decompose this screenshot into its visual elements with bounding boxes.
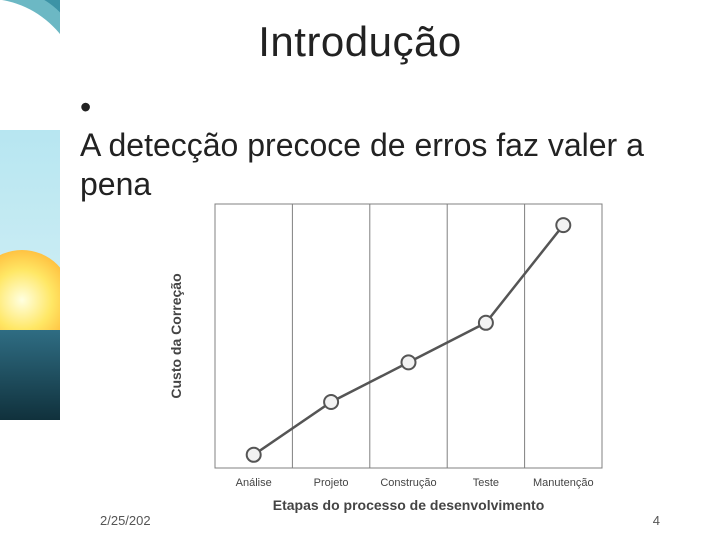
svg-text:Projeto: Projeto: [314, 477, 349, 489]
footer-date: 2/25/202: [100, 513, 151, 528]
bullet-item: • A detecção precoce de erros faz valer …: [80, 88, 680, 203]
svg-text:Etapas do processo de desenvol: Etapas do processo de desenvolvimento: [273, 497, 545, 513]
svg-text:Construção: Construção: [380, 477, 436, 489]
left-decor: [0, 0, 80, 540]
footer-page: 4: [653, 513, 660, 528]
svg-text:Teste: Teste: [473, 477, 499, 489]
slide: Introdução • A detecção precoce de erros…: [0, 0, 720, 540]
cost-chart: Análise Projeto Construção Teste Manutenção E…: [160, 190, 620, 530]
svg-text:Custo da Correção: Custo da Correção: [168, 273, 184, 398]
svg-text:Análise: Análise: [236, 477, 272, 489]
svg-text:Manutenção: Manutenção: [533, 477, 594, 489]
bullet-dot: •: [80, 88, 102, 126]
slide-title: Introdução: [0, 18, 720, 66]
